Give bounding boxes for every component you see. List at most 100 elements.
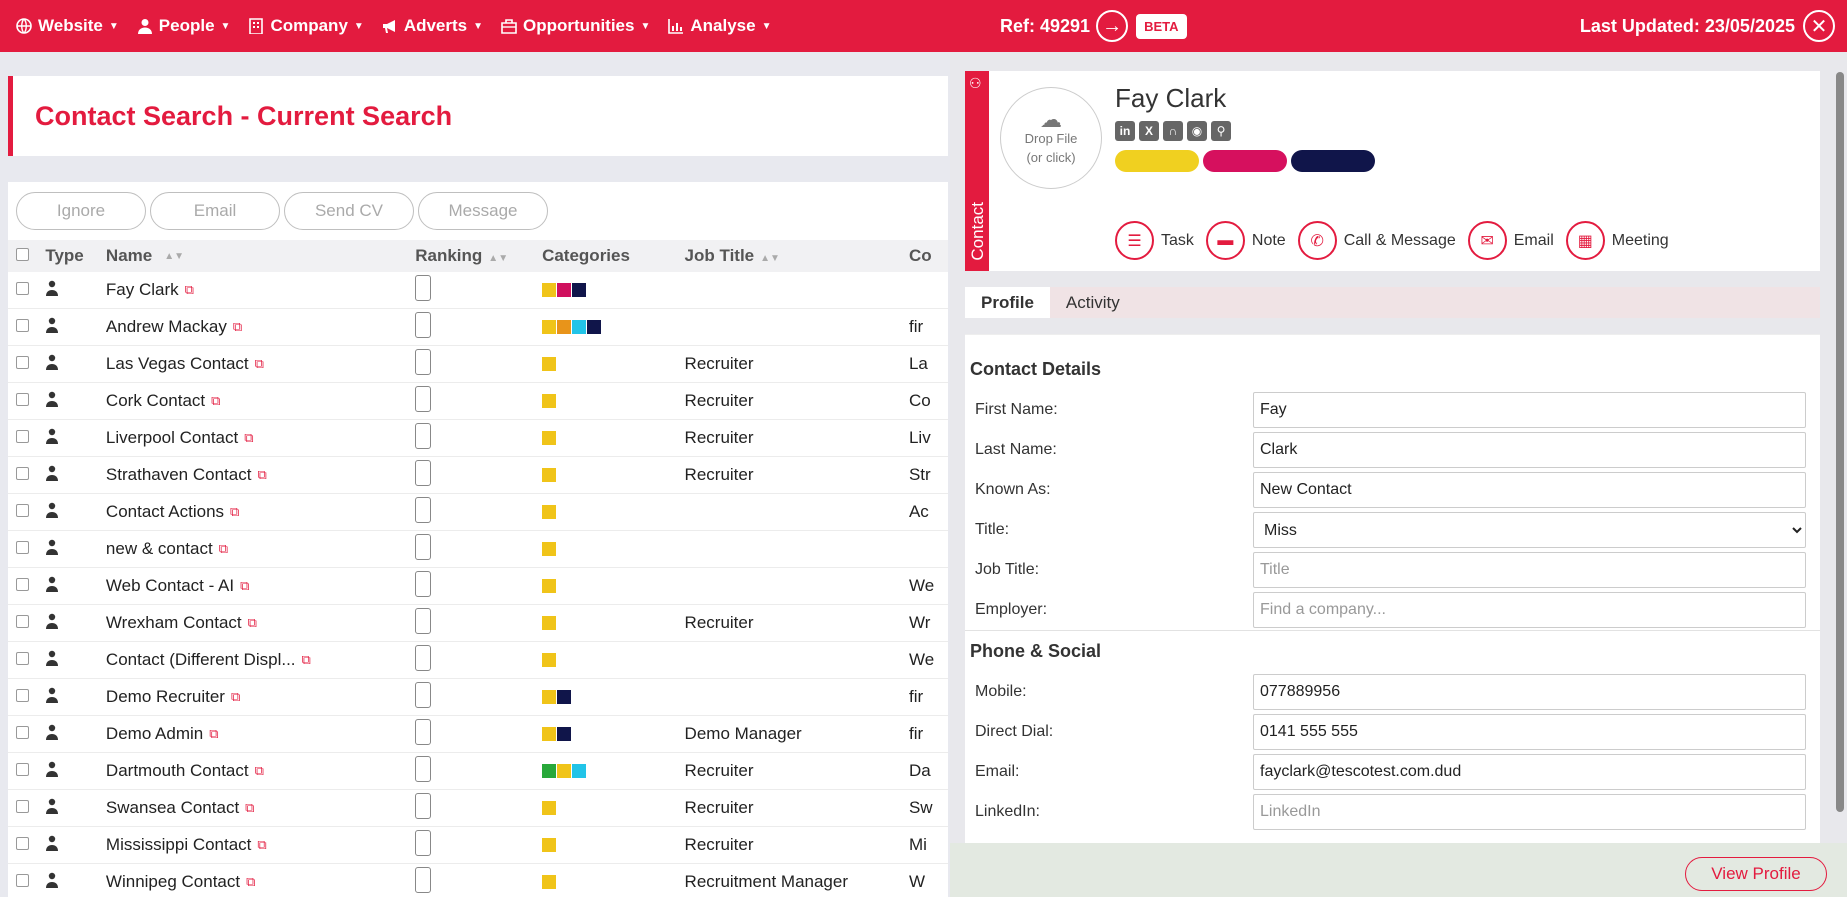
call-message-button[interactable]: ✆ Call & Message [1297, 221, 1456, 260]
header-job-title[interactable]: Job Title ▲▼ [685, 246, 909, 266]
table-row[interactable]: new & contact ⧉ [8, 531, 948, 568]
select-all-checkbox[interactable] [16, 248, 29, 261]
contact-name-link[interactable]: Web Contact - AI [105, 576, 235, 595]
table-row[interactable]: Dartmouth Contact ⧉ Recruiter Da [8, 753, 948, 790]
tab-activity[interactable]: Activity [1065, 293, 1120, 312]
nav-people[interactable]: People ▼ [137, 16, 230, 36]
contact-name-link[interactable]: Contact Actions [105, 502, 225, 521]
employer-field[interactable] [1253, 592, 1806, 628]
external-link-icon[interactable]: ⧉ [184, 282, 194, 297]
external-link-icon[interactable]: ⧉ [246, 874, 256, 889]
contact-name-link[interactable]: Wrexham Contact [105, 613, 242, 632]
row-checkbox[interactable] [16, 319, 29, 332]
note-button[interactable]: ▬ Note [1205, 221, 1286, 260]
ranking-box[interactable] [415, 570, 432, 597]
table-row[interactable]: Swansea Contact ⧉ Recruiter Sw [8, 790, 948, 827]
title-select[interactable]: Miss [1253, 512, 1806, 548]
row-checkbox[interactable] [16, 874, 29, 887]
external-link-icon[interactable]: ⧉ [301, 652, 311, 667]
last-name-field[interactable] [1253, 432, 1806, 468]
ranking-box[interactable] [415, 644, 432, 671]
table-row[interactable]: Cork Contact ⧉ Recruiter Co [8, 383, 948, 420]
category-tag[interactable] [1291, 150, 1375, 172]
ignore-button[interactable]: Ignore [16, 192, 146, 230]
external-link-icon[interactable]: ⧉ [232, 319, 243, 334]
external-link-icon[interactable]: ⧉ [247, 615, 257, 630]
external-link-icon[interactable]: ⧉ [209, 726, 219, 741]
send-cv-button[interactable]: Send CV [284, 192, 414, 230]
external-link-icon[interactable]: ⧉ [230, 504, 240, 519]
globe-icon[interactable]: ◉ [1187, 121, 1207, 141]
direct-dial-field[interactable] [1253, 714, 1806, 750]
external-link-icon[interactable]: ⧉ [211, 393, 221, 408]
contact-vertical-tab[interactable]: ⚇ Contact [965, 71, 989, 271]
linkedin-icon[interactable]: in [1115, 121, 1135, 141]
row-checkbox[interactable] [16, 393, 29, 406]
table-row[interactable]: Web Contact - AI ⧉ We [8, 568, 948, 605]
row-checkbox[interactable] [16, 800, 29, 813]
header-ranking[interactable]: Ranking ▲▼ [415, 246, 542, 266]
row-checkbox[interactable] [16, 763, 29, 776]
table-row[interactable]: Andrew Mackay ⧉ fir [8, 309, 948, 346]
headset-icon[interactable]: ∩ [1163, 121, 1183, 141]
table-row[interactable]: Las Vegas Contact ⧉ Recruiter La [8, 346, 948, 383]
external-link-icon[interactable]: ⧉ [244, 430, 254, 445]
contact-name-link[interactable]: Winnipeg Contact [105, 872, 241, 891]
ranking-box[interactable] [415, 755, 432, 782]
ranking-box[interactable] [415, 718, 432, 745]
ranking-box[interactable] [415, 792, 432, 819]
contact-name-link[interactable]: Cork Contact [105, 391, 206, 410]
contact-name-link[interactable]: Fay Clark [105, 280, 179, 299]
row-checkbox[interactable] [16, 541, 29, 554]
ranking-box[interactable] [415, 681, 432, 708]
row-checkbox[interactable] [16, 689, 29, 702]
table-row[interactable]: Demo Recruiter ⧉ fir [8, 679, 948, 716]
external-link-icon[interactable]: ⧉ [257, 837, 267, 852]
table-row[interactable]: Wrexham Contact ⧉ Recruiter Wr [8, 605, 948, 642]
table-row[interactable]: Strathaven Contact ⧉ Recruiter Str [8, 457, 948, 494]
linkedin-field[interactable] [1253, 794, 1806, 830]
ranking-box[interactable] [415, 348, 432, 375]
contact-name-link[interactable]: Mississippi Contact [105, 835, 252, 854]
row-checkbox[interactable] [16, 356, 29, 369]
arrow-right-icon[interactable]: → [1096, 10, 1129, 42]
ranking-box[interactable] [415, 311, 432, 338]
email-button[interactable]: Email [150, 192, 280, 230]
contact-name-link[interactable]: Strathaven Contact [105, 465, 252, 484]
ranking-box[interactable] [415, 829, 432, 856]
known-as-field[interactable] [1253, 472, 1806, 508]
nav-analyse[interactable]: Analyse ▼ [668, 16, 772, 36]
ranking-box[interactable] [415, 385, 432, 412]
row-checkbox[interactable] [16, 837, 29, 850]
table-row[interactable]: Contact (Different Displ... ⧉ We [8, 642, 948, 679]
row-checkbox[interactable] [16, 726, 29, 739]
tab-profile[interactable]: Profile [965, 287, 1050, 318]
contact-name-link[interactable]: Andrew Mackay [105, 317, 227, 336]
table-row[interactable]: Demo Admin ⧉ Demo Manager fir [8, 716, 948, 753]
ranking-box[interactable] [415, 274, 432, 301]
contact-name-link[interactable]: Demo Admin [105, 724, 204, 743]
external-link-icon[interactable]: ⧉ [257, 467, 267, 482]
category-tag[interactable] [1115, 150, 1199, 172]
external-link-icon[interactable]: ⧉ [218, 541, 228, 556]
avatar-dropzone[interactable]: ☁ Drop File (or click) [1000, 87, 1102, 189]
view-profile-button[interactable]: View Profile [1685, 857, 1827, 891]
external-link-icon[interactable]: ⧉ [240, 578, 250, 593]
x-twitter-icon[interactable]: X [1139, 121, 1159, 141]
contact-name-link[interactable]: Swansea Contact [105, 798, 240, 817]
contact-name-link[interactable]: Contact (Different Displ... [105, 650, 296, 669]
task-button[interactable]: ☰ Task [1115, 221, 1194, 260]
panel-scrollbar[interactable] [1834, 56, 1846, 842]
nav-adverts[interactable]: Adverts ▼ [382, 16, 483, 36]
contact-name-link[interactable]: Liverpool Contact [105, 428, 239, 447]
ranking-box[interactable] [415, 533, 432, 560]
mobile-field[interactable] [1253, 674, 1806, 710]
job-title-field[interactable] [1253, 552, 1806, 588]
external-link-icon[interactable]: ⧉ [254, 356, 264, 371]
ranking-box[interactable] [415, 422, 432, 449]
contact-name-link[interactable]: Demo Recruiter [105, 687, 225, 706]
scrollbar-thumb[interactable] [1836, 72, 1844, 812]
ranking-box[interactable] [415, 866, 432, 893]
email-contact-button[interactable]: ✉ Email [1467, 221, 1554, 260]
external-link-icon[interactable]: ⧉ [245, 800, 255, 815]
